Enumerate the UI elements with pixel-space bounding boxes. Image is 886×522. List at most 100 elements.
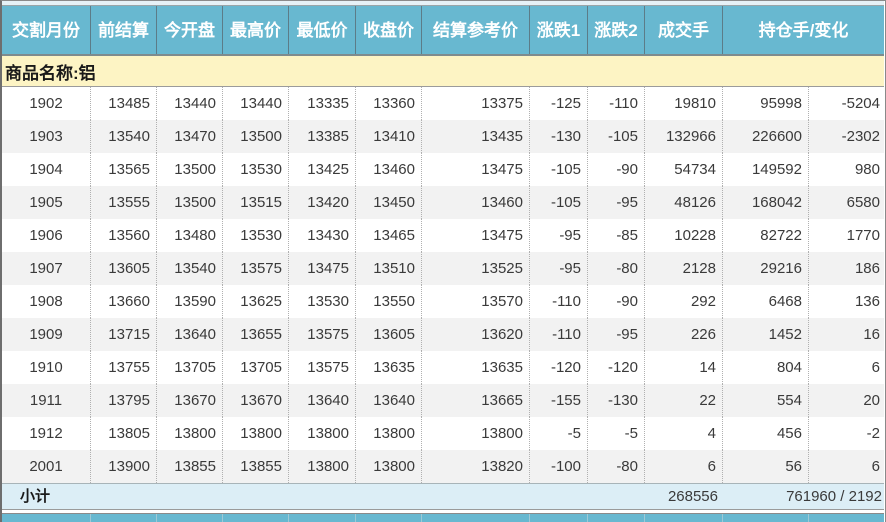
cell-open: 13500 xyxy=(156,186,222,219)
cell-high: 13855 xyxy=(222,450,288,483)
cell-open-interest: 226600 xyxy=(722,120,808,153)
cell-high: 13800 xyxy=(222,417,288,450)
cell-prev-settlement: 13555 xyxy=(90,186,156,219)
cell-settlement-ref: 13800 xyxy=(421,417,529,450)
cell-oi-change: 16 xyxy=(808,318,884,351)
cell-low: 13425 xyxy=(288,153,355,186)
table-body: 1902 13485 13440 13440 13335 13360 13375… xyxy=(2,87,884,483)
cell-volume: 19810 xyxy=(644,87,722,120)
table-row[interactable]: 1910 13755 13705 13705 13575 13635 13635… xyxy=(2,351,884,384)
cell-volume: 14 xyxy=(644,351,722,384)
table-row[interactable]: 1908 13660 13590 13625 13530 13550 13570… xyxy=(2,285,884,318)
cell-prev-settlement: 13795 xyxy=(90,384,156,417)
header-high: 最高价 xyxy=(222,6,288,54)
cell-delivery-month: 1906 xyxy=(29,227,63,244)
cell-delivery-month: 2001 xyxy=(29,458,63,475)
cell-change1: -105 xyxy=(529,153,587,186)
cell-change1: -105 xyxy=(529,186,587,219)
cell-close: 13465 xyxy=(355,219,421,252)
cell-close: 13450 xyxy=(355,186,421,219)
cell-settlement-ref: 13475 xyxy=(421,153,529,186)
cell-change2: -95 xyxy=(587,186,644,219)
cell-open-interest: 82722 xyxy=(722,219,808,252)
cell-delivery-month: 1911 xyxy=(29,392,63,409)
cell-prev-settlement: 13755 xyxy=(90,351,156,384)
header-close: 收盘价 xyxy=(355,6,421,54)
cell-open-interest: 456 xyxy=(722,417,808,450)
cell-close: 13460 xyxy=(355,153,421,186)
cell-settlement-ref: 13665 xyxy=(421,384,529,417)
header-open-interest-change: 持仓手/变化 xyxy=(722,6,884,54)
cell-volume: 10228 xyxy=(644,219,722,252)
cell-change2: -110 xyxy=(587,87,644,120)
cell-change1: -5 xyxy=(529,417,587,450)
table-row[interactable]: 1907 13605 13540 13575 13475 13510 13525… xyxy=(2,252,884,285)
cell-open: 13480 xyxy=(156,219,222,252)
cell-delivery-month: 1907 xyxy=(29,260,63,277)
cell-close: 13635 xyxy=(355,351,421,384)
table-header-row: 交割月份 前结算 今开盘 最高价 最低价 收盘价 结算参考价 涨跌1 涨跌2 成… xyxy=(2,6,884,56)
cell-delivery-month: 1902 xyxy=(29,95,63,112)
cell-prev-settlement: 13565 xyxy=(90,153,156,186)
next-section-header-remnant xyxy=(2,513,884,522)
cell-oi-change: -5204 xyxy=(808,87,884,120)
cell-oi-change: 186 xyxy=(808,252,884,285)
cell-low: 13640 xyxy=(288,384,355,417)
cell-delivery-month: 1908 xyxy=(29,293,63,310)
cell-change1: -125 xyxy=(529,87,587,120)
cell-prev-settlement: 13605 xyxy=(90,252,156,285)
cell-change1: -95 xyxy=(529,219,587,252)
cell-open: 13500 xyxy=(156,153,222,186)
cell-change1: -95 xyxy=(529,252,587,285)
cell-prev-settlement: 13900 xyxy=(90,450,156,483)
cell-volume: 226 xyxy=(644,318,722,351)
subtotal-row: 小计 268556 761960 / 2192 xyxy=(2,483,884,510)
cell-close: 13410 xyxy=(355,120,421,153)
cell-change2: -95 xyxy=(587,318,644,351)
table-row[interactable]: 1905 13555 13500 13515 13420 13450 13460… xyxy=(2,186,884,219)
cell-open-interest: 6468 xyxy=(722,285,808,318)
cell-high: 13625 xyxy=(222,285,288,318)
cell-settlement-ref: 13525 xyxy=(421,252,529,285)
cell-oi-change: 1770 xyxy=(808,219,884,252)
cell-change1: -100 xyxy=(529,450,587,483)
product-name-label: 商品名称:铝 xyxy=(5,63,96,83)
cell-low: 13800 xyxy=(288,450,355,483)
cell-open-interest: 29216 xyxy=(722,252,808,285)
product-name-row: 商品名称:铝 xyxy=(2,56,884,87)
table-row[interactable]: 1912 13805 13800 13800 13800 13800 13800… xyxy=(2,417,884,450)
table-row[interactable]: 2001 13900 13855 13855 13800 13800 13820… xyxy=(2,450,884,483)
cell-low: 13385 xyxy=(288,120,355,153)
header-low: 最低价 xyxy=(288,6,355,54)
header-change1: 涨跌1 xyxy=(529,6,587,54)
cell-volume: 4 xyxy=(644,417,722,450)
cell-change2: -90 xyxy=(587,285,644,318)
cell-volume: 6 xyxy=(644,450,722,483)
header-open: 今开盘 xyxy=(156,6,222,54)
cell-settlement-ref: 13435 xyxy=(421,120,529,153)
cell-settlement-ref: 13635 xyxy=(421,351,529,384)
cell-prev-settlement: 13805 xyxy=(90,417,156,450)
cell-open: 13640 xyxy=(156,318,222,351)
table-row[interactable]: 1904 13565 13500 13530 13425 13460 13475… xyxy=(2,153,884,186)
table-row[interactable]: 1911 13795 13670 13670 13640 13640 13665… xyxy=(2,384,884,417)
cell-settlement-ref: 13475 xyxy=(421,219,529,252)
cell-close: 13800 xyxy=(355,417,421,450)
table-row[interactable]: 1906 13560 13480 13530 13430 13465 13475… xyxy=(2,219,884,252)
cell-delivery-month: 1909 xyxy=(29,326,63,343)
cell-high: 13655 xyxy=(222,318,288,351)
cell-settlement-ref: 13620 xyxy=(421,318,529,351)
cell-oi-change: 980 xyxy=(808,153,884,186)
cell-settlement-ref: 13375 xyxy=(421,87,529,120)
cell-low: 13430 xyxy=(288,219,355,252)
table-row[interactable]: 1902 13485 13440 13440 13335 13360 13375… xyxy=(2,87,884,120)
table-row[interactable]: 1903 13540 13470 13500 13385 13410 13435… xyxy=(2,120,884,153)
cell-oi-change: 6580 xyxy=(808,186,884,219)
cell-close: 13605 xyxy=(355,318,421,351)
cell-prev-settlement: 13660 xyxy=(90,285,156,318)
cell-open-interest: 554 xyxy=(722,384,808,417)
cell-close: 13550 xyxy=(355,285,421,318)
cell-change2: -85 xyxy=(587,219,644,252)
table-row[interactable]: 1909 13715 13640 13655 13575 13605 13620… xyxy=(2,318,884,351)
cell-delivery-month: 1912 xyxy=(29,425,63,442)
